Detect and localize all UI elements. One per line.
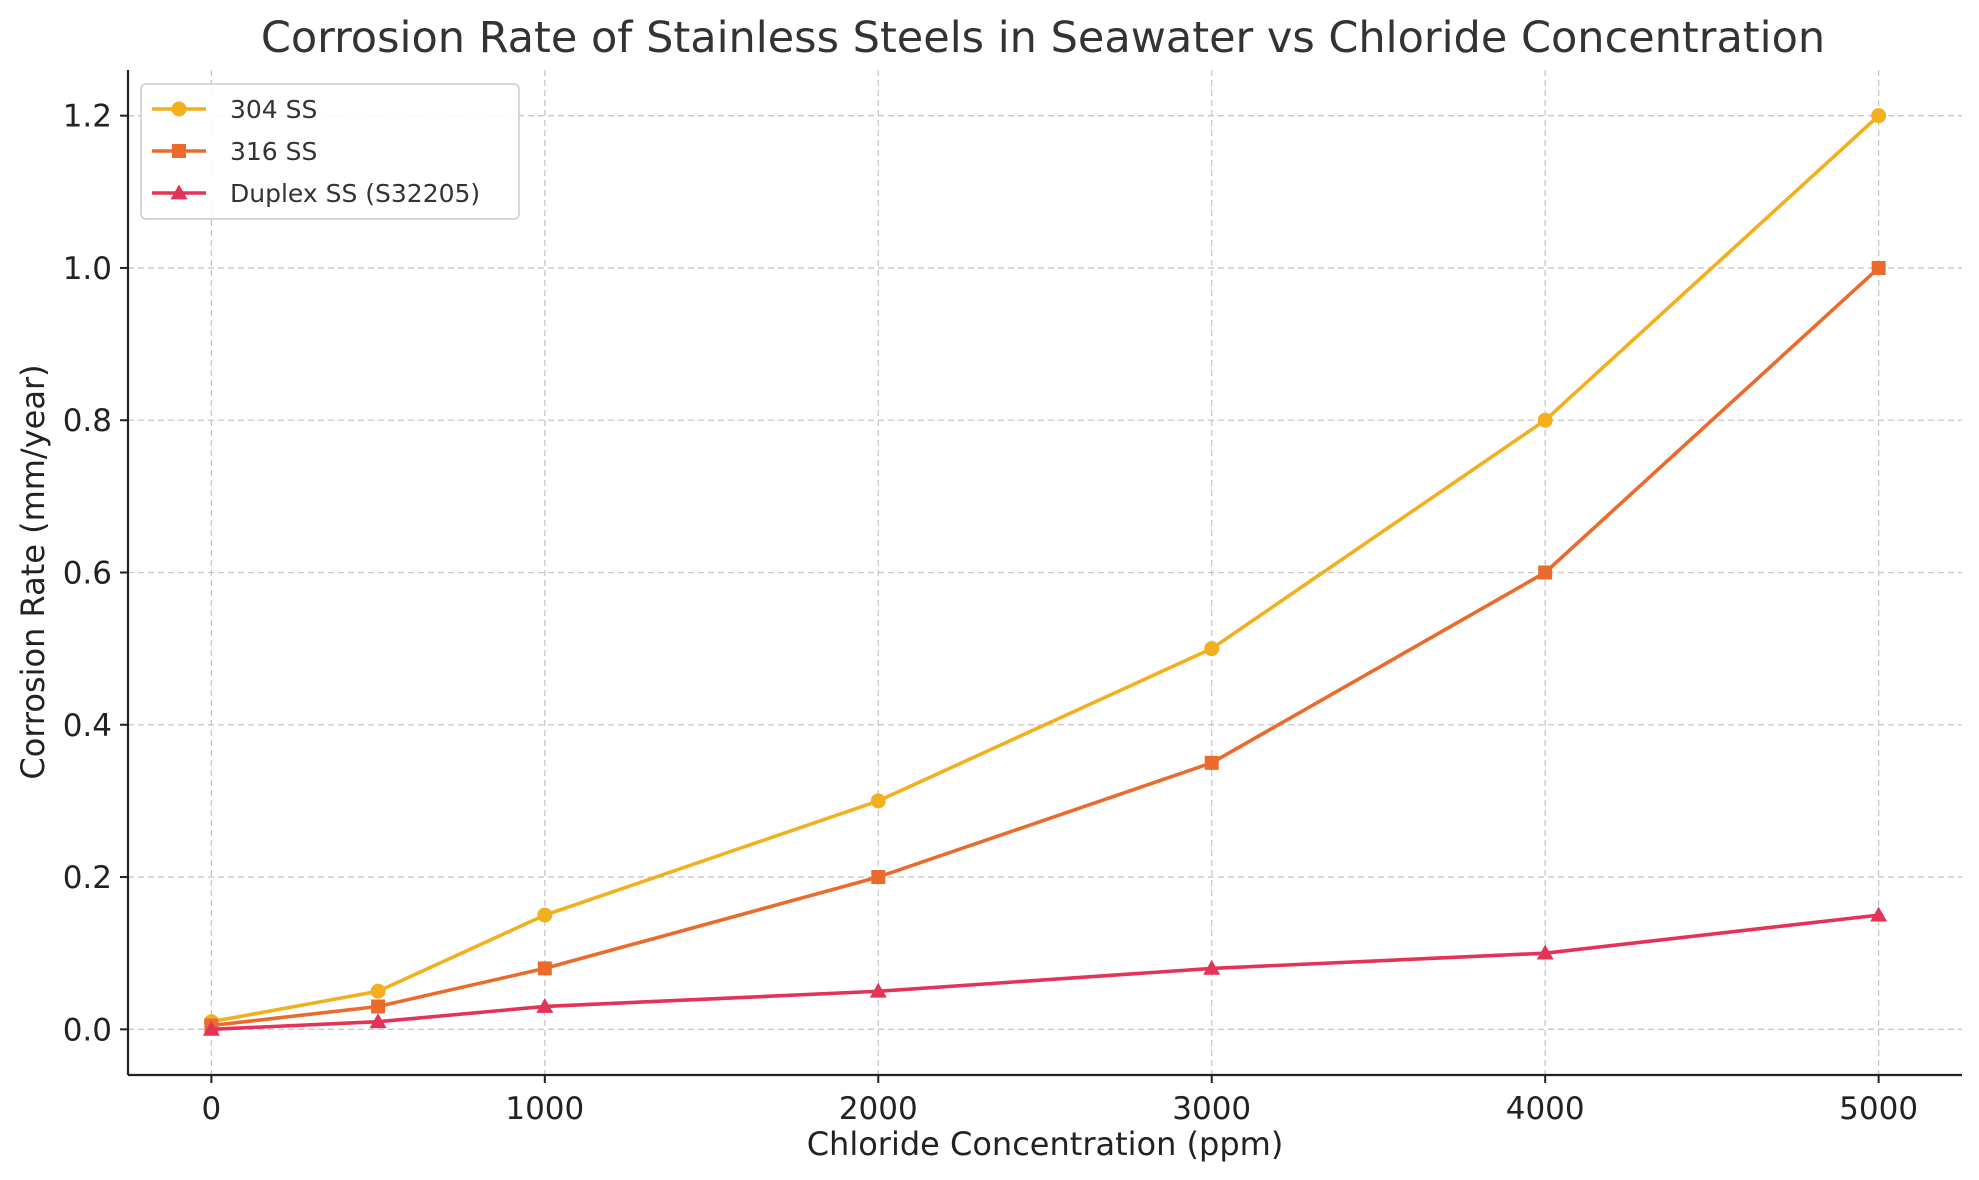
series-line bbox=[211, 913, 1879, 1032]
data-point bbox=[537, 961, 552, 976]
chart-title: Corrosion Rate of Stainless Steels in Se… bbox=[261, 13, 1825, 63]
x-tick-label: 5000 bbox=[1839, 1091, 1918, 1127]
y-tick-label: 0.0 bbox=[63, 1012, 112, 1048]
series-1 bbox=[203, 108, 1887, 1030]
legend-entry: 304 SS bbox=[152, 95, 317, 124]
data-point bbox=[1536, 944, 1554, 960]
data-point bbox=[202, 1020, 220, 1036]
data-point bbox=[1871, 108, 1887, 124]
data-point bbox=[870, 793, 886, 809]
legend-marker bbox=[171, 101, 187, 117]
data-point bbox=[1203, 959, 1221, 975]
series-line bbox=[211, 114, 1880, 1024]
legend-label: 316 SS bbox=[230, 137, 317, 166]
series-3 bbox=[202, 906, 1888, 1036]
series-layer bbox=[202, 108, 1888, 1036]
y-tick-label: 0.6 bbox=[63, 556, 112, 592]
data-point bbox=[1871, 260, 1886, 275]
legend-frame bbox=[140, 83, 520, 220]
y-tick-label: 0.2 bbox=[63, 860, 112, 896]
data-point bbox=[537, 907, 553, 923]
y-tick-label: 1.2 bbox=[63, 99, 112, 135]
data-point bbox=[370, 983, 386, 999]
data-point bbox=[1537, 412, 1553, 428]
x-tick-label: 4000 bbox=[1506, 1091, 1585, 1127]
y-tick-label: 0.4 bbox=[63, 708, 112, 744]
x-tick-label: 1000 bbox=[505, 1091, 584, 1127]
data-point bbox=[1204, 641, 1220, 657]
grid bbox=[128, 70, 1962, 1075]
data-point bbox=[1870, 906, 1888, 922]
data-point bbox=[1538, 565, 1553, 580]
legend: 304 SS 316 SS Duplex SS (S32205) bbox=[140, 83, 520, 220]
legend-marker bbox=[172, 144, 186, 158]
legend-entry: 316 SS bbox=[152, 137, 317, 166]
y-tick-label: 0.8 bbox=[63, 403, 112, 439]
data-point bbox=[536, 997, 554, 1013]
y-tick-label: 1.0 bbox=[63, 251, 112, 287]
y-axis-label: Corrosion Rate (mm/year) bbox=[14, 364, 52, 779]
legend-label: Duplex SS (S32205) bbox=[230, 179, 480, 208]
series-line bbox=[211, 266, 1880, 1028]
x-tick-label: 3000 bbox=[1172, 1091, 1251, 1127]
data-point bbox=[871, 870, 886, 885]
data-point bbox=[371, 999, 386, 1014]
data-point bbox=[1204, 755, 1219, 770]
ticks: 0 1000 2000 3000 4000 5000 0.0 0.2 0.4 0.6 0.8 1.0 1… bbox=[63, 99, 1918, 1127]
legend-entry: Duplex SS (S32205) bbox=[152, 179, 480, 208]
x-tick-label: 2000 bbox=[839, 1091, 918, 1127]
data-point bbox=[369, 1013, 387, 1029]
data-point bbox=[869, 982, 887, 998]
series-2 bbox=[204, 260, 1886, 1033]
legend-label: 304 SS bbox=[230, 95, 317, 124]
x-tick-label: 0 bbox=[201, 1091, 221, 1127]
legend-marker bbox=[170, 184, 188, 200]
x-axis-label: Chloride Concentration (ppm) bbox=[807, 1125, 1284, 1163]
